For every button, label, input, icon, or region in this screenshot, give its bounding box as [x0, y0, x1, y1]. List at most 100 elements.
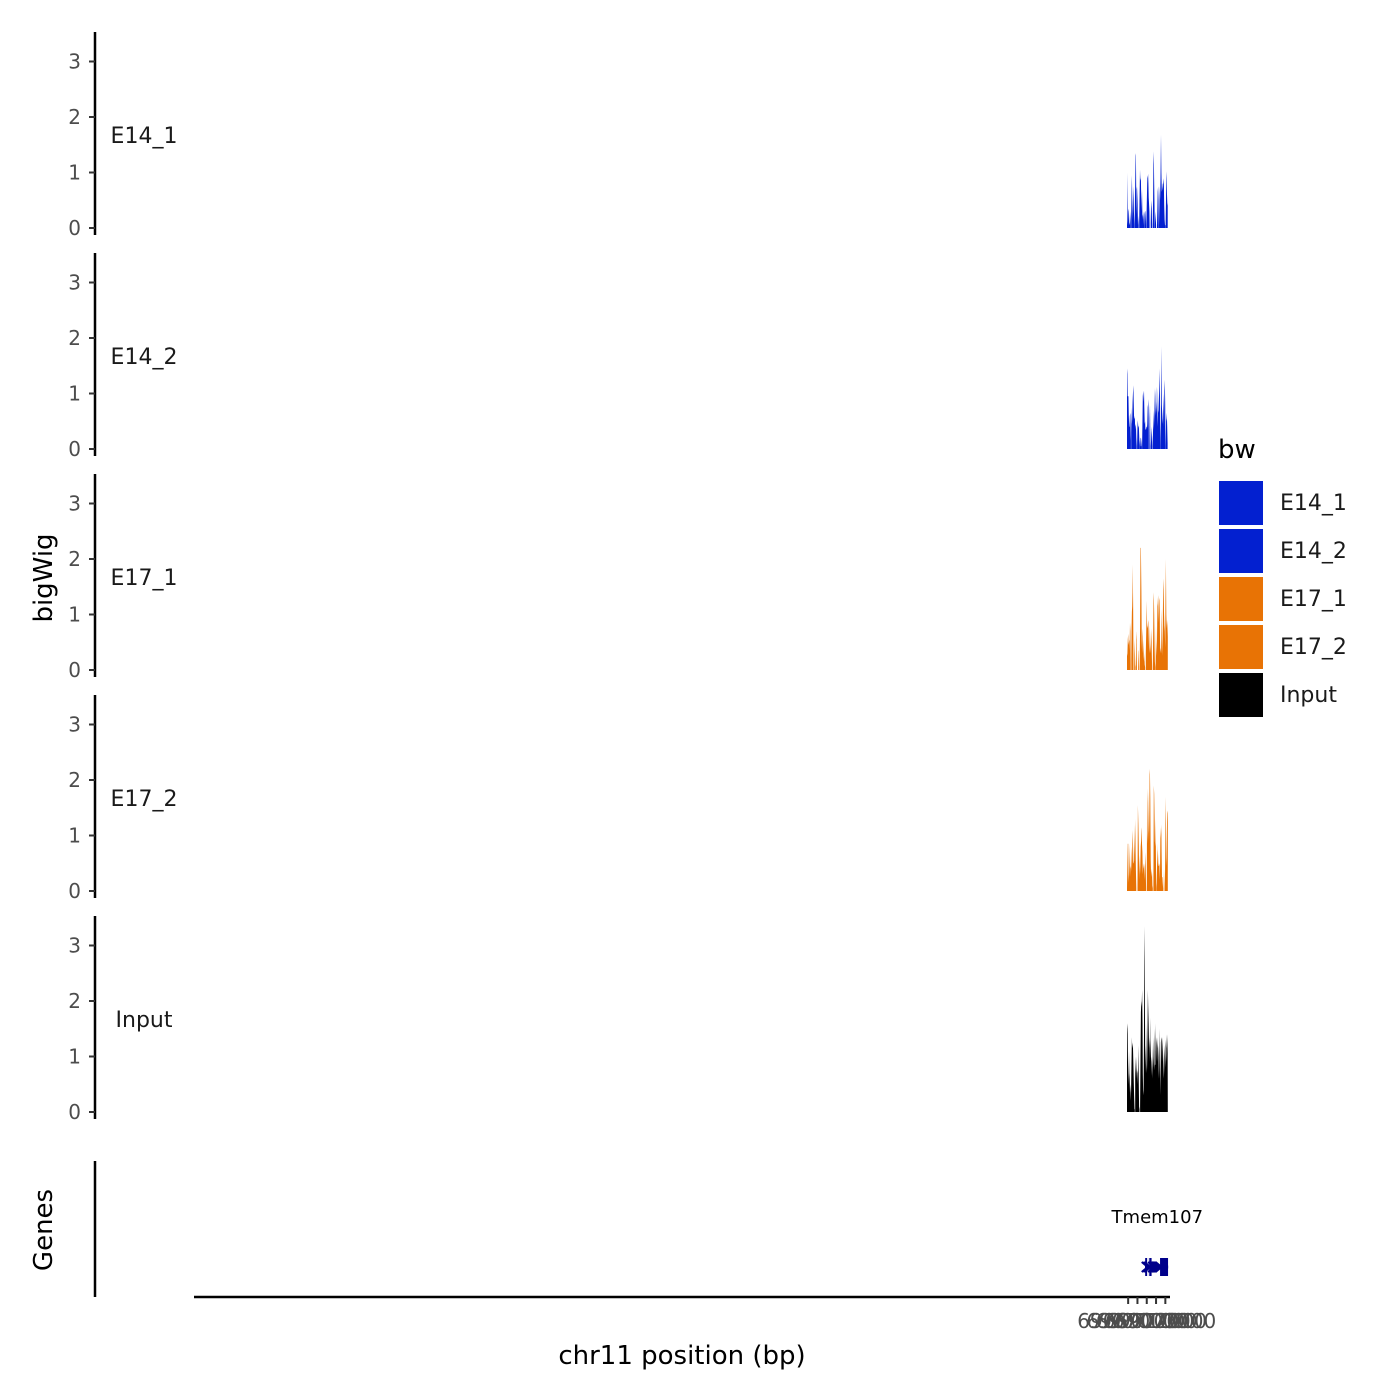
y-tick-label: 2: [68, 989, 81, 1013]
area-E14_2: [1127, 368, 1131, 449]
legend-swatch-E17_2: [1217, 623, 1265, 671]
legend-label-E14_1: E14_1: [1280, 491, 1347, 516]
y-tick-label: 2: [68, 326, 81, 350]
area-E14_1: [1127, 172, 1131, 228]
legend-label-E14_2: E14_2: [1280, 539, 1347, 564]
track-E14_1: 0 1 2 3 E14_1: [68, 32, 1168, 240]
area-E14_1: [1145, 211, 1147, 228]
area-E17_1: [1131, 564, 1134, 670]
y-tick-label: 1: [68, 603, 81, 627]
track-name-label: Input: [116, 1008, 173, 1033]
y-tick-label: 3: [68, 271, 81, 295]
bigwig-tracks: 0 1 2 3 E14_1 0 1 2 3 E14_2 0 1 2 3 E17_1 0 1 2 3 E17_2 0 1 2 3…: [68, 32, 1168, 1124]
y-tick-label: 2: [68, 547, 81, 571]
y-tick-label: 3: [68, 492, 81, 516]
x-tick-label: 69073000: [1114, 1309, 1216, 1333]
area-E17_1: [1136, 631, 1137, 670]
legend-swatch-Input: [1217, 671, 1265, 719]
gene-track: Tmem107: [93, 1161, 1204, 1297]
area-E14_1: [1150, 200, 1153, 228]
x-tick-label: 69071000: [1096, 1309, 1198, 1333]
area-E17_2: [1127, 818, 1137, 891]
gene-exon: [1149, 1258, 1152, 1276]
area-E14_1: [1152, 151, 1155, 228]
y-tick-label: 3: [68, 713, 81, 737]
area-Input: [1127, 1023, 1135, 1112]
area-E14_1: [1134, 153, 1138, 228]
area-E17_2: [1153, 785, 1157, 891]
y-tick-label: 0: [68, 658, 81, 682]
legend-swatch-E14_2: [1217, 527, 1265, 575]
area-E14_2: [1149, 404, 1151, 449]
area-Input: [1140, 926, 1168, 1112]
track-E17_2: 0 1 2 3 E17_2: [68, 695, 1168, 903]
y-axis-title: bigWig: [29, 533, 59, 622]
area-E14_1: [1154, 211, 1157, 228]
gene-exon: [1160, 1258, 1169, 1276]
area-E14_2: [1160, 346, 1166, 449]
area-E14_2: [1152, 368, 1161, 449]
area-E17_1: [1134, 639, 1136, 670]
area-E17_2: [1146, 768, 1153, 891]
area-E14_2: [1142, 390, 1149, 449]
area-E14_1: [1138, 215, 1139, 228]
legend: bw E14_1 E14_2 E17_1 E17_2 Input: [1217, 435, 1347, 719]
area-E17_2: [1164, 796, 1168, 891]
area-E17_1: [1127, 622, 1131, 670]
legend-title: bw: [1218, 435, 1256, 465]
track-name-label: E17_1: [111, 566, 178, 591]
area-E17_1: [1155, 559, 1168, 670]
y-tick-label: 1: [68, 161, 81, 185]
track-name-label: E14_2: [111, 345, 178, 370]
track-E17_1: 0 1 2 3 E17_1: [68, 474, 1168, 682]
area-E14_2: [1150, 426, 1153, 449]
x-tick-label: 69072000: [1105, 1309, 1207, 1333]
x-tick-label: 69070000: [1087, 1309, 1189, 1333]
gene-exon: [1145, 1258, 1148, 1276]
area-E14_2: [1137, 420, 1140, 449]
area-Input: [1135, 1045, 1140, 1112]
x-axis-title: chr11 position (bp): [558, 1341, 805, 1371]
legend-label-Input: Input: [1280, 683, 1337, 708]
area-E14_1: [1146, 173, 1150, 228]
x-tick-label: 69069000: [1077, 1309, 1179, 1333]
area-E17_2: [1163, 868, 1165, 891]
legend-swatch-E17_1: [1217, 575, 1265, 623]
area-E14_1: [1159, 134, 1166, 228]
area-E14_1: [1157, 186, 1159, 228]
y-tick-label: 3: [68, 934, 81, 958]
y-tick-label: 0: [68, 1100, 81, 1124]
area-E14_2: [1131, 385, 1137, 449]
gene-name-label: Tmem107: [1111, 1207, 1204, 1228]
strand-arrow: [1141, 1261, 1150, 1273]
y-tick-label: 1: [68, 1045, 81, 1069]
area-E14_1: [1139, 169, 1145, 228]
area-E17_1: [1139, 547, 1146, 670]
y-tick-label: 0: [68, 437, 81, 461]
area-E17_1: [1145, 600, 1153, 670]
track-name-label: E17_2: [111, 787, 178, 812]
genes-axis-title: Genes: [29, 1189, 59, 1271]
area-E17_1: [1138, 650, 1140, 670]
y-tick-label: 1: [68, 382, 81, 406]
area-E17_2: [1137, 805, 1147, 891]
y-tick-label: 0: [68, 879, 81, 903]
track-E14_2: 0 1 2 3 E14_2: [68, 253, 1168, 461]
track-name-label: E14_1: [111, 124, 178, 149]
y-tick-label: 0: [68, 216, 81, 240]
y-tick-label: 1: [68, 824, 81, 848]
legend-swatch-E14_1: [1217, 479, 1265, 527]
legend-label-E17_1: E17_1: [1280, 587, 1347, 612]
area-E14_2: [1139, 437, 1142, 449]
legend-label-E17_2: E17_2: [1280, 635, 1347, 660]
area-E17_1: [1152, 592, 1156, 670]
gene-exon: [1148, 1258, 1150, 1276]
y-tick-label: 2: [68, 768, 81, 792]
area-E14_1: [1165, 171, 1168, 228]
track-Input: 0 1 2 3 Input: [68, 916, 1168, 1124]
area-E14_2: [1165, 412, 1168, 449]
y-tick-label: 3: [68, 50, 81, 74]
area-E14_1: [1131, 175, 1135, 228]
